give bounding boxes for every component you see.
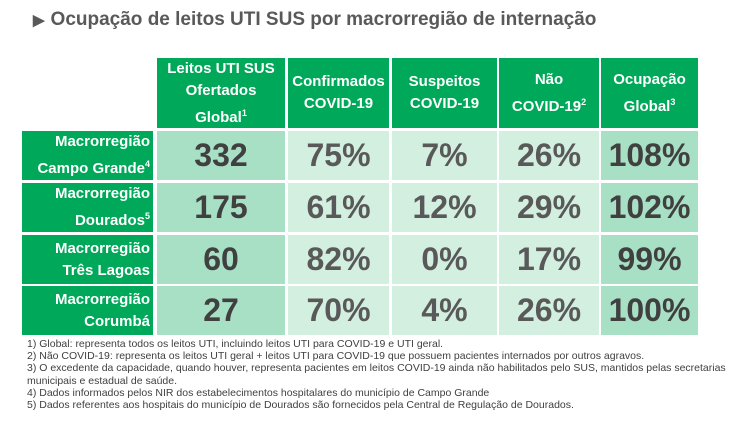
footnote-ref: 4 bbox=[144, 159, 150, 169]
header-line: Confirmados bbox=[292, 73, 385, 90]
footnote-ref: 1 bbox=[241, 107, 247, 118]
value-cell: 70% bbox=[288, 286, 389, 335]
footnotes: 1) Global: representa todos os leitos UT… bbox=[27, 338, 727, 411]
value-cell: 4% bbox=[392, 286, 497, 335]
column-header: Não COVID-192 bbox=[499, 58, 599, 128]
row-header-line2: Três Lagoas bbox=[62, 261, 150, 279]
row-header-line1: Macrorregião bbox=[54, 239, 150, 257]
value-cell: 61% bbox=[288, 183, 389, 232]
header-line: Ocupação bbox=[613, 70, 686, 88]
value-cell: 17% bbox=[499, 235, 599, 284]
row-header-line1: Macrorregião bbox=[54, 133, 150, 150]
row-header: Macrorregião Dourados5 bbox=[22, 183, 153, 232]
value-cell: 108% bbox=[601, 131, 698, 180]
row-header-line2: Corumbá bbox=[84, 312, 150, 330]
value-cell: 12% bbox=[392, 183, 497, 232]
row-header-line2: Dourados bbox=[74, 212, 145, 229]
footnote: 5) Dados referentes aos hospitais do mun… bbox=[27, 399, 574, 412]
footnote: 3) O excedente da capacidade, quando hou… bbox=[27, 362, 726, 387]
value-cell: 75% bbox=[288, 131, 389, 180]
column-header: Confirmados COVID-19 bbox=[288, 58, 389, 128]
row-header-line2: Campo Grande bbox=[37, 160, 145, 177]
value-cell: 29% bbox=[499, 183, 599, 232]
footnote-ref: 3 bbox=[670, 96, 676, 107]
header-line: Não bbox=[534, 70, 564, 88]
column-header: Suspeitos COVID-19 bbox=[392, 58, 497, 128]
column-header: Leitos UTI SUS Ofertados Global1 bbox=[157, 58, 285, 128]
row-header: Macrorregião Campo Grande4 bbox=[22, 131, 153, 180]
value-cell: 60 bbox=[157, 235, 285, 284]
header-line: Ofertados bbox=[185, 81, 257, 99]
row-header-line1: Macrorregião bbox=[54, 185, 150, 202]
value-cell: 26% bbox=[499, 286, 599, 335]
value-cell: 26% bbox=[499, 131, 599, 180]
value-cell: 175 bbox=[157, 183, 285, 232]
value-cell: 100% bbox=[601, 286, 698, 335]
value-cell: 27 bbox=[157, 286, 285, 335]
header-line: COVID-19 bbox=[511, 97, 582, 115]
page-title: ▶ Ocupação de leitos UTI SUS por macrorre… bbox=[33, 9, 596, 31]
header-line: Suspeitos bbox=[408, 73, 481, 90]
value-cell: 102% bbox=[601, 183, 698, 232]
value-cell: 7% bbox=[392, 131, 497, 180]
header-line: COVID-19 bbox=[409, 95, 480, 112]
footnote-ref: 2 bbox=[581, 96, 587, 107]
value-cell: 82% bbox=[288, 235, 389, 284]
value-cell: 332 bbox=[157, 131, 285, 180]
column-header: Ocupação Global3 bbox=[601, 58, 698, 128]
title-text: Ocupação de leitos UTI SUS por macrorreg… bbox=[50, 9, 597, 30]
triangle-right-icon: ▶ bbox=[33, 12, 45, 29]
footnote: 1) Global: representa todos os leitos UT… bbox=[27, 338, 444, 350]
header-line: Leitos UTI SUS bbox=[167, 59, 275, 77]
footnote: 2) Não COVID-19: representa os leitos UT… bbox=[27, 350, 645, 363]
row-header-line1: Macrorregião bbox=[54, 290, 150, 308]
footnote-ref: 5 bbox=[144, 211, 150, 221]
row-header: Macrorregião Três Lagoas bbox=[22, 235, 153, 284]
footnote: 4) Dados informados pelos NIR dos estabe… bbox=[27, 386, 490, 399]
header-line: Global bbox=[623, 97, 671, 115]
value-cell: 99% bbox=[601, 235, 698, 284]
value-cell: 0% bbox=[392, 235, 497, 284]
header-line: COVID-19 bbox=[303, 95, 374, 112]
row-header: Macrorregião Corumbá bbox=[22, 286, 153, 335]
header-line: Global bbox=[195, 108, 242, 126]
